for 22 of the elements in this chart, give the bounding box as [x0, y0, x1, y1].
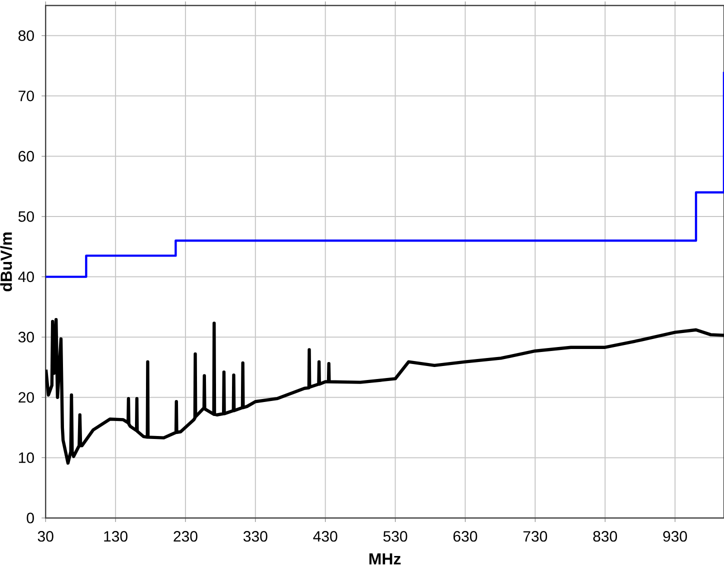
y-tick-label: 30	[18, 332, 34, 342]
y-axis-title: dBuV/m	[0, 232, 12, 292]
x-tick-label: 630	[453, 531, 478, 542]
y-tick-label: 70	[18, 90, 34, 102]
x-tick-label: 730	[523, 531, 548, 542]
y-tick-label: 50	[18, 211, 34, 222]
y-tick-label: 0	[26, 512, 34, 524]
y-tick-label: 20	[18, 392, 34, 403]
x-tick-label: 230	[174, 531, 198, 542]
x-tick-label: 430	[313, 531, 338, 542]
y-tick-label: 10	[18, 452, 34, 464]
y-tick-label: 60	[18, 150, 34, 162]
x-tick-label: 130	[104, 531, 128, 542]
y-tick-label: 80	[18, 30, 34, 41]
y-tick-label: 40	[18, 271, 34, 282]
line-series	[46, 318, 724, 465]
x-tick-label: 30	[38, 531, 54, 542]
x-tick-label: 930	[663, 531, 687, 542]
x-tick-label: 330	[243, 531, 268, 542]
x-tick-label: 530	[383, 531, 408, 542]
x-axis-title: MHz	[369, 553, 401, 564]
x-tick-label: 830	[593, 531, 618, 542]
